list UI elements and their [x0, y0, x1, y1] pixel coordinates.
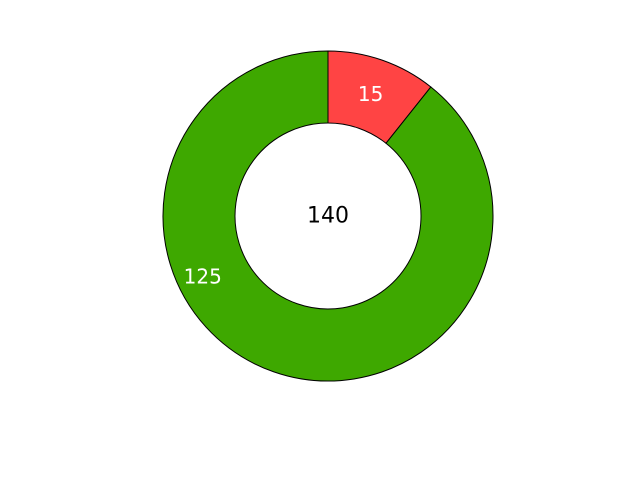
donut-slice-label-0: 15	[358, 82, 383, 106]
donut-slice-1[interactable]	[162, 50, 494, 382]
donut-center-total: 140	[307, 204, 349, 229]
donut-slices	[162, 50, 494, 382]
donut-slice-labels: 15 125	[184, 82, 384, 288]
donut-slice-label-1: 125	[184, 264, 222, 288]
